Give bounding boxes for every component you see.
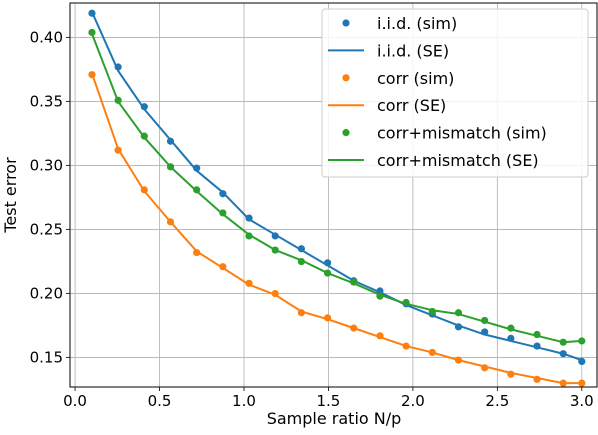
corr-sim-point (454, 356, 463, 364)
legend-marker-i-i-d-sim (342, 19, 350, 27)
corr-mismatch-sim-point (578, 337, 586, 345)
corr-mismatch-sim-point (350, 278, 358, 286)
tick-layer: 0.0 0.5 1.0 1.5 2.0 2.5 3.0 0.15 0.20 0.25 0.30 0.3… (30, 29, 594, 410)
i-i-d-se-line (91, 11, 583, 362)
corr-sim-point (376, 332, 384, 340)
i-i-d-sim-point (454, 323, 463, 331)
corr-sim-point (219, 263, 227, 271)
i-i-d-sim-point (140, 103, 148, 111)
corr-mismatch-sim-point (297, 257, 306, 266)
corr-sim-point (559, 379, 567, 387)
corr-mismatch-se-line (91, 33, 582, 344)
i-i-d-sim-point (376, 287, 384, 295)
i-i-d-sim-point (271, 232, 279, 240)
corr-mismatch-sim-point (323, 269, 332, 277)
legend-label-corr-mismatch-sim: corr+mismatch (sim) (377, 124, 547, 143)
corr-mismatch-sim-point (114, 96, 122, 104)
i-i-d-sim-point (166, 137, 175, 145)
legend-box (321, 8, 589, 178)
x-tick-label: 2.0 (401, 392, 425, 410)
legend: i.i.d. (sim) i.i.d. (SE) corr (sim) corr (S… (321, 8, 589, 178)
i-i-d-sim-point (297, 245, 306, 253)
legend-label-corr-mismatch-se: corr+mismatch (SE) (377, 151, 539, 170)
corr-mismatch-sim-point (88, 28, 96, 37)
corr-sim-point (114, 146, 122, 154)
i-i-d-sim-point (507, 334, 515, 342)
corr-mismatch-sim-point (428, 307, 436, 316)
corr-mismatch-sim-point (402, 298, 410, 307)
x-tick-label: 2.5 (485, 392, 509, 410)
x-tick-label: 1.5 (317, 392, 341, 410)
legend-marker-corr-sim (342, 74, 350, 82)
y-tick-label: 0.30 (30, 157, 63, 175)
i-i-d-sim-point (193, 164, 201, 172)
legend-label-i-i-d-sim: i.i.d. (sim) (377, 14, 457, 33)
corr-sim-point (481, 364, 489, 372)
corr-se-line (91, 73, 582, 385)
frame-layer (69, 2, 598, 388)
corr-mismatch-sim-point (166, 163, 175, 171)
corr-sim-point (140, 186, 148, 194)
y-tick-label: 0.15 (30, 349, 63, 367)
corr-mismatch-sim-point (533, 330, 541, 339)
y-tick-label: 0.35 (30, 93, 63, 111)
corr-sim-point (323, 314, 332, 322)
corr-sim-point (245, 279, 253, 287)
i-i-d-sim-point (245, 214, 253, 222)
corr-mismatch-sim-point (559, 338, 567, 346)
y-tick-label: 0.25 (30, 221, 63, 239)
x-tick-label: 3.0 (570, 392, 594, 410)
series-layer (88, 9, 586, 387)
x-tick-label: 1.0 (232, 392, 256, 410)
i-i-d-sim-point (533, 342, 541, 350)
corr-sim-point (297, 309, 306, 317)
i-i-d-sim-point (323, 259, 332, 267)
plot-frame (69, 2, 598, 388)
corr-mismatch-sim-point (271, 246, 279, 254)
y-tick-label: 0.20 (30, 285, 63, 303)
legend-marker-corr-mismatch-sim (342, 129, 350, 137)
x-axis-label: Sample ratio N/p (267, 409, 402, 428)
i-i-d-sim-point (578, 357, 586, 365)
corr-mismatch-sim-point (454, 309, 463, 317)
i-i-d-sim-point (559, 350, 567, 358)
i-i-d-sim-point (88, 9, 96, 17)
legend-label-i-i-d-se: i.i.d. (SE) (377, 41, 449, 60)
corr-mismatch-sim-point (245, 232, 253, 240)
corr-sim-point (578, 379, 586, 387)
legend-label-corr-sim: corr (sim) (377, 69, 454, 88)
corr-sim-point (166, 218, 175, 226)
corr-sim-point (271, 289, 279, 298)
i-i-d-sim-point (481, 328, 489, 336)
corr-sim-point (507, 370, 515, 378)
corr-sim-point (193, 249, 201, 257)
corr-mismatch-sim-point (507, 324, 515, 332)
x-tick-label: 0.5 (148, 392, 172, 410)
corr-mismatch-sim-point (219, 209, 227, 217)
y-axis-label: Test error (1, 157, 20, 234)
i-i-d-sim-point (114, 63, 122, 71)
corr-sim-point (88, 71, 96, 79)
corr-sim-point (350, 324, 358, 332)
corr-mismatch-sim-point (376, 292, 384, 300)
y-tick-label: 0.40 (30, 29, 63, 47)
corr-mismatch-sim-point (193, 186, 201, 194)
legend-label-corr-se: corr (SE) (377, 96, 446, 115)
corr-sim-point (533, 375, 541, 383)
x-tick-label: 0.0 (63, 392, 87, 410)
corr-sim-point (402, 342, 410, 350)
corr-sim-point (428, 348, 436, 357)
i-i-d-sim-point (219, 190, 227, 198)
corr-mismatch-sim-point (140, 132, 148, 140)
corr-mismatch-sim-point (481, 316, 489, 325)
